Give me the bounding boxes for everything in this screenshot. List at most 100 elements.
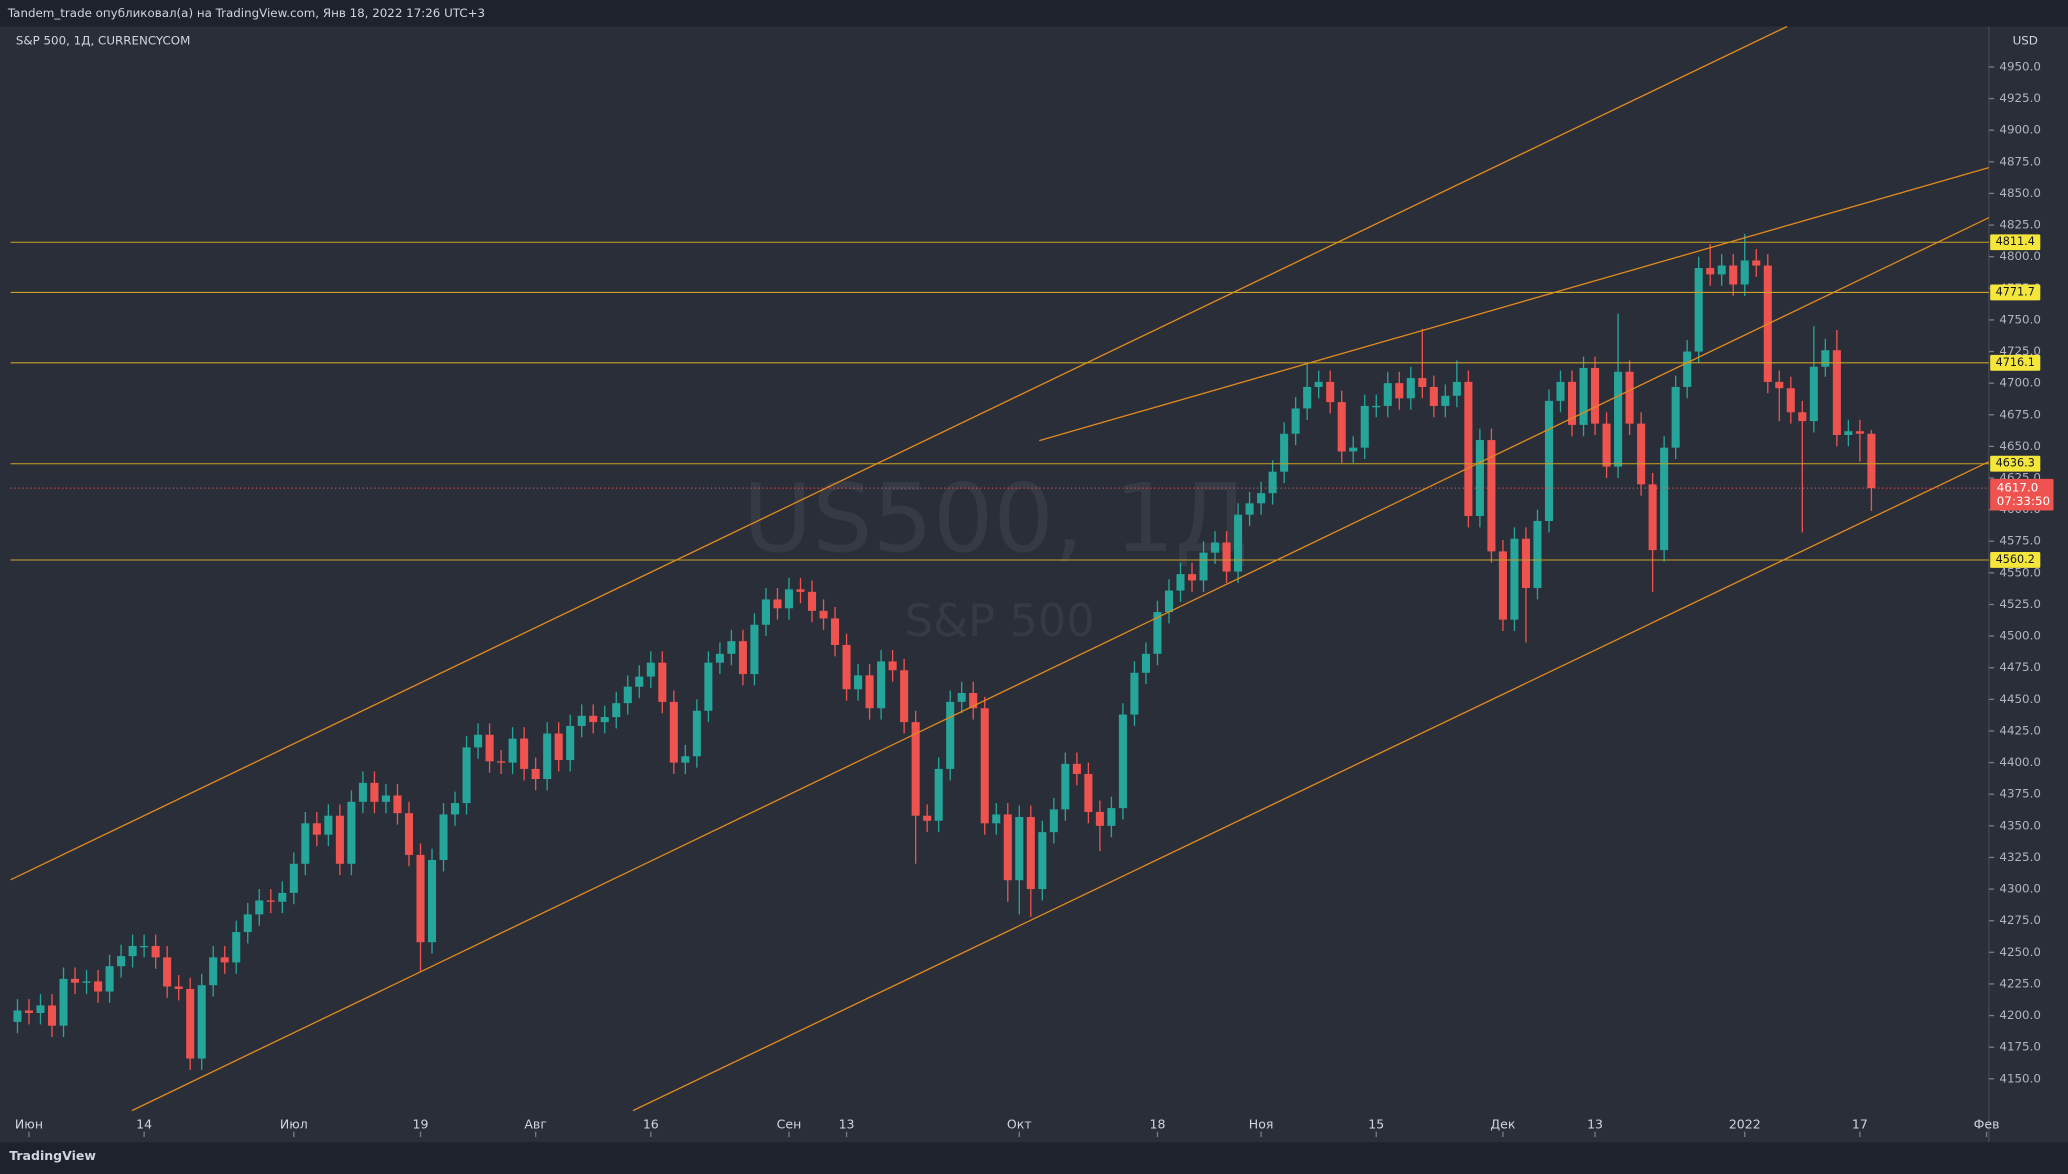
candle-body (1740, 260, 1749, 285)
x-tick-label: 13 (839, 1117, 855, 1132)
y-tick-label: 4700.0 (1999, 376, 2041, 390)
y-tick-label: 4900.0 (1999, 123, 2041, 137)
candle-body (1855, 431, 1864, 434)
candle-body (1003, 814, 1012, 881)
candle-body (1326, 381, 1335, 403)
candle-body (335, 815, 344, 864)
candle-body (197, 985, 206, 1059)
candle-body (727, 641, 736, 654)
candle-body (301, 823, 310, 864)
level-label: 4636.3 (1996, 457, 2035, 470)
last-price-badge (1990, 478, 2054, 511)
candle-body (612, 703, 621, 718)
candle-body (324, 815, 333, 835)
level-label: 4716.1 (1996, 356, 2035, 369)
candle-body (71, 978, 80, 983)
candle-body (761, 599, 770, 625)
y-tick-label: 4825.0 (1999, 218, 2041, 232)
candle-body (151, 945, 160, 958)
y-tick-label: 4850.0 (1999, 186, 2041, 200)
candle-body (669, 701, 678, 763)
y-tick-label: 4750.0 (1999, 312, 2041, 326)
candle-body (289, 863, 298, 893)
candle-body (474, 734, 483, 748)
x-tick-label: 17 (1852, 1117, 1868, 1132)
y-tick-label: 4250.0 (1999, 945, 2041, 959)
currency: USD (2013, 33, 2038, 47)
candle-body (370, 782, 379, 802)
candle-body (1464, 381, 1473, 516)
candle-body (554, 733, 563, 761)
candle-body (117, 956, 126, 967)
candle-body (1694, 268, 1703, 352)
y-tick-label: 4200.0 (1999, 1008, 2041, 1022)
candle-body (1418, 378, 1427, 387)
candle-body (807, 591, 817, 611)
candle-body (1648, 484, 1657, 551)
level-label: 4560.2 (1996, 553, 2035, 566)
candle-body (1095, 811, 1104, 826)
y-tick-label: 4950.0 (1999, 59, 2041, 73)
candle-body (773, 599, 782, 609)
candle-body (969, 693, 978, 709)
candle-body (658, 662, 667, 702)
x-tick-label: 15 (1368, 1117, 1384, 1132)
candle-body (1706, 268, 1715, 275)
candle-body (1832, 350, 1841, 436)
candle-body (1303, 386, 1312, 409)
candle-body (1291, 408, 1300, 434)
candle-body (1314, 381, 1323, 387)
candle-body (1591, 367, 1600, 424)
candle-body (531, 768, 540, 780)
last-price-label: 4617.0 (1997, 481, 2039, 495)
level-badge (1990, 354, 2041, 371)
candle-body (831, 618, 840, 645)
watermark-symbol: US500, 1Д (743, 464, 1249, 574)
candle-body (1211, 542, 1220, 553)
candle-body (1475, 440, 1484, 516)
candle-body (174, 986, 183, 989)
candle-body (358, 782, 367, 802)
candle-body (1775, 381, 1784, 389)
trend-line (632, 461, 1990, 1112)
x-tick-label: Сен (777, 1117, 802, 1132)
candle-body (1602, 423, 1611, 467)
candle-body (1429, 386, 1438, 406)
y-tick-label: 4675.0 (1999, 407, 2041, 421)
candle-body (934, 768, 943, 821)
x-tick-label: Июл (280, 1117, 308, 1132)
candle-body (704, 662, 713, 711)
level-label: 4811.4 (1996, 235, 2035, 248)
candle-body (1567, 381, 1577, 425)
y-tick-label: 4475.0 (1999, 660, 2041, 674)
y-tick-label: 4650.0 (1999, 439, 2041, 453)
candle-body (623, 686, 632, 704)
candle-body (1383, 383, 1392, 406)
y-tick-label: 4800.0 (1999, 249, 2041, 263)
candle-body (232, 932, 241, 963)
candle-body (796, 589, 805, 592)
candle-body (451, 803, 460, 815)
candle-body (485, 734, 494, 762)
candle-body (497, 761, 506, 763)
candle-body (94, 981, 103, 992)
candle-body (1187, 574, 1197, 581)
candle-body (82, 981, 91, 983)
candle-body (784, 589, 794, 609)
candle-body (1809, 366, 1818, 422)
candle-body (1798, 412, 1807, 422)
candle-body (47, 1005, 57, 1026)
candle-body (1544, 400, 1554, 522)
candle-body (692, 710, 701, 757)
x-tick-label: Фев (1974, 1117, 2000, 1132)
y-tick-label: 4375.0 (1999, 787, 2041, 801)
candle-body (1556, 381, 1565, 401)
x-tick-label: 14 (136, 1117, 152, 1132)
candle-body (819, 610, 828, 619)
candle-body (1717, 265, 1726, 275)
candle-body (1176, 574, 1185, 591)
candle-body (900, 670, 909, 723)
candle-body (105, 966, 114, 992)
candle-body (278, 892, 287, 902)
